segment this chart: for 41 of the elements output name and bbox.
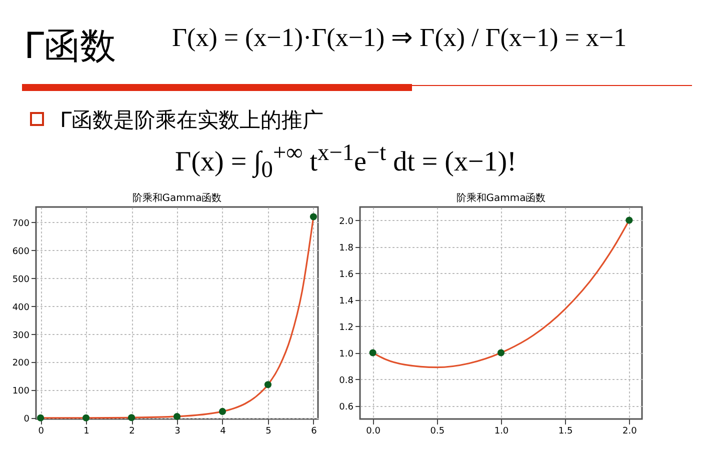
y-tick-label: 2.0: [339, 216, 354, 227]
x-tick-label: 5: [266, 426, 272, 436]
x-tick-label: 2.0: [622, 426, 638, 436]
y-tick-label: 0.6: [339, 402, 354, 412]
y-tick-label: 100: [12, 386, 30, 397]
point: [310, 213, 317, 220]
x-tick-label: 1: [84, 426, 90, 436]
chart-title: 阶乘和Gamma函数: [456, 192, 546, 204]
chart-title: 阶乘和Gamma函数: [132, 192, 222, 204]
text: Γ(x) = (x−1)·Γ(x−1) ⇒ Γ(x) / Γ(x−1) = x−1: [172, 22, 627, 53]
x-tick-label: 1.0: [494, 426, 509, 436]
y-tick-label: 500: [12, 274, 30, 285]
x-tick-label: 6: [311, 426, 318, 436]
point: [173, 412, 181, 420]
y-tick-label: 1.4: [339, 296, 354, 306]
point: [128, 414, 136, 422]
y-tick-label: 600: [12, 246, 30, 257]
y-tick-label: 700: [12, 218, 30, 229]
y-tick-label: 1.0: [339, 349, 354, 360]
y-tick-label: 200: [12, 358, 30, 369]
text: Γ函数: [24, 25, 116, 69]
point: [37, 414, 44, 422]
x-tick-label: 0.5: [430, 426, 445, 436]
y-tick-label: 1.6: [339, 270, 354, 280]
point: [264, 381, 272, 388]
x-tick-label: 3: [174, 426, 180, 436]
y-tick-label: 1.8: [339, 243, 354, 254]
y-tick-label: 400: [12, 302, 30, 313]
point: [82, 414, 90, 422]
y-tick-label: 0: [24, 414, 30, 425]
y-tick-label: 1.2: [339, 322, 354, 333]
y-tick-label: 0.8: [339, 376, 354, 386]
x-tick-label: 2: [129, 426, 135, 436]
x-tick-label: 1.5: [558, 426, 573, 436]
y-tick-label: 300: [12, 330, 30, 341]
x-tick-label: 4: [220, 426, 226, 436]
text: Γ函数是阶乘在实数上的推广: [60, 107, 324, 134]
x-tick-label: 0: [38, 426, 44, 436]
text: Γ(x) = ∫$_{0}$$^{+∞}$ t$^{x−1}$e$^{−t}$ dt = (x−1)!: [175, 140, 516, 184]
point: [218, 408, 226, 415]
x-tick-label: 0.0: [366, 426, 381, 436]
